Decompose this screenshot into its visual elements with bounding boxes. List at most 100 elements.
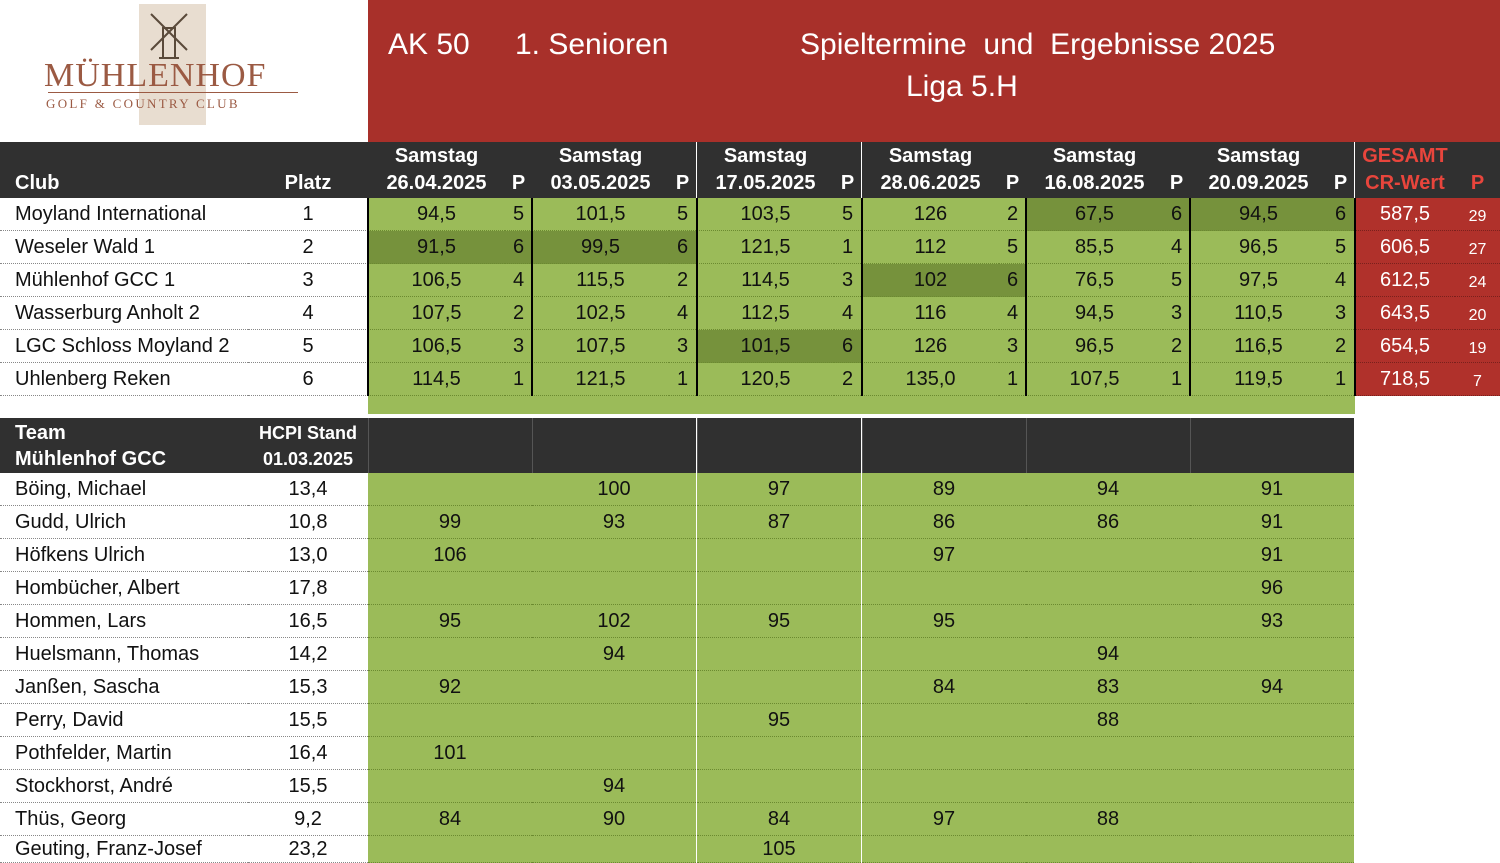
score-cell: 116,5 bbox=[1190, 330, 1327, 363]
day-label: Samstag bbox=[558, 145, 643, 167]
club-name: Mühlenhof GCC 1 bbox=[0, 264, 248, 297]
page-title: Spieltermine und Ergebnisse 2025 bbox=[800, 28, 1276, 61]
day-label: Samstag bbox=[888, 145, 973, 167]
hcpi-label: HCPI Stand bbox=[258, 422, 357, 443]
player-score: 95 bbox=[368, 605, 532, 638]
player-score bbox=[697, 572, 861, 605]
points-cell: 6 bbox=[1163, 198, 1190, 231]
team-date-header bbox=[532, 418, 696, 473]
player-score bbox=[368, 638, 532, 671]
column-divider bbox=[531, 198, 533, 396]
player-score: 91 bbox=[1190, 473, 1354, 506]
points-cell: 3 bbox=[1163, 297, 1190, 330]
points-cell: 4 bbox=[999, 297, 1026, 330]
points-header: P bbox=[505, 142, 532, 198]
score-cell: 121,5 bbox=[697, 231, 834, 264]
player-name: Perry, David bbox=[0, 704, 248, 737]
match-date: 28.06.2025 bbox=[880, 172, 981, 194]
gesamt-label: GESAMT bbox=[1362, 145, 1448, 167]
platz-value: 5 bbox=[248, 330, 368, 363]
logo-subtitle: GOLF & COUNTRY CLUB bbox=[46, 96, 240, 111]
player-score: 86 bbox=[862, 506, 1026, 539]
score-cell: 94,5 bbox=[1190, 198, 1327, 231]
player-name: Stockhorst, André bbox=[0, 770, 248, 803]
player-hcpi: 23,2 bbox=[248, 836, 368, 863]
player-score: 84 bbox=[697, 803, 861, 836]
total-points: 27 bbox=[1455, 231, 1500, 264]
player-score bbox=[368, 770, 532, 803]
player-score: 99 bbox=[368, 506, 532, 539]
logo-divider bbox=[48, 92, 298, 93]
points-cell: 3 bbox=[834, 264, 861, 297]
points-header: P bbox=[834, 142, 861, 198]
score-cell: 112 bbox=[862, 231, 999, 264]
player-score: 96 bbox=[1190, 572, 1354, 605]
points-cell: 5 bbox=[999, 231, 1026, 264]
day-label: Samstag bbox=[1216, 145, 1301, 167]
player-score bbox=[862, 704, 1026, 737]
player-score bbox=[862, 572, 1026, 605]
player-score bbox=[532, 671, 696, 704]
player-score: 94 bbox=[1026, 638, 1190, 671]
player-score bbox=[862, 770, 1026, 803]
player-name: Pothfelder, Martin bbox=[0, 737, 248, 770]
match-date: 17.05.2025 bbox=[715, 172, 816, 194]
player-score: 92 bbox=[368, 671, 532, 704]
player-score bbox=[1190, 704, 1354, 737]
player-score bbox=[1190, 836, 1354, 863]
player-score bbox=[1026, 572, 1190, 605]
player-score: 87 bbox=[697, 506, 861, 539]
score-cell: 135,0 bbox=[862, 363, 999, 396]
score-cell: 119,5 bbox=[1190, 363, 1327, 396]
player-score: 84 bbox=[862, 671, 1026, 704]
score-cell: 112,5 bbox=[697, 297, 834, 330]
points-header: P bbox=[669, 142, 696, 198]
player-hcpi: 13,0 bbox=[248, 539, 368, 572]
player-hcpi: 15,3 bbox=[248, 671, 368, 704]
player-score: 101 bbox=[368, 737, 532, 770]
points-header: P bbox=[1163, 142, 1190, 198]
points-cell: 5 bbox=[669, 198, 696, 231]
points-cell: 1 bbox=[669, 363, 696, 396]
score-cell: 96,5 bbox=[1026, 330, 1163, 363]
score-cell: 107,5 bbox=[532, 330, 669, 363]
gesamt-header: GESAMT CR-Wert bbox=[1355, 142, 1455, 198]
platz-value: 1 bbox=[248, 198, 368, 231]
player-score bbox=[1026, 737, 1190, 770]
player-score: 95 bbox=[862, 605, 1026, 638]
score-cell: 101,5 bbox=[697, 330, 834, 363]
club-name: LGC Schloss Moyland 2 bbox=[0, 330, 248, 363]
score-cell: 99,5 bbox=[532, 231, 669, 264]
player-score bbox=[862, 638, 1026, 671]
logo-wordmark: MÜHLENHOF bbox=[44, 57, 267, 94]
player-score: 94 bbox=[532, 638, 696, 671]
logo-mark bbox=[139, 4, 206, 125]
player-score bbox=[1026, 770, 1190, 803]
player-score bbox=[532, 539, 696, 572]
player-score: 91 bbox=[1190, 506, 1354, 539]
platz-value: 4 bbox=[248, 297, 368, 330]
player-score: 94 bbox=[1190, 671, 1354, 704]
points-cell: 2 bbox=[669, 264, 696, 297]
points-cell: 2 bbox=[1327, 330, 1354, 363]
points-cell: 4 bbox=[1327, 264, 1354, 297]
player-name: Höfkens Ulrich bbox=[0, 539, 248, 572]
points-cell: 1 bbox=[1327, 363, 1354, 396]
day-label: Samstag bbox=[1052, 145, 1137, 167]
player-score bbox=[697, 671, 861, 704]
date-header: Samstag 20.09.2025 bbox=[1190, 142, 1327, 198]
cr-value: 612,5 bbox=[1355, 264, 1455, 297]
score-cell: 101,5 bbox=[532, 198, 669, 231]
score-cell: 107,5 bbox=[368, 297, 505, 330]
player-score bbox=[697, 539, 861, 572]
player-hcpi: 9,2 bbox=[248, 803, 368, 836]
player-score: 94 bbox=[532, 770, 696, 803]
score-cell: 85,5 bbox=[1026, 231, 1163, 264]
player-score: 89 bbox=[862, 473, 1026, 506]
player-score bbox=[532, 572, 696, 605]
player-score: 83 bbox=[1026, 671, 1190, 704]
points-header: P bbox=[999, 142, 1026, 198]
player-score: 86 bbox=[1026, 506, 1190, 539]
player-score bbox=[532, 836, 696, 863]
date-header: Samstag 17.05.2025 bbox=[697, 142, 834, 198]
